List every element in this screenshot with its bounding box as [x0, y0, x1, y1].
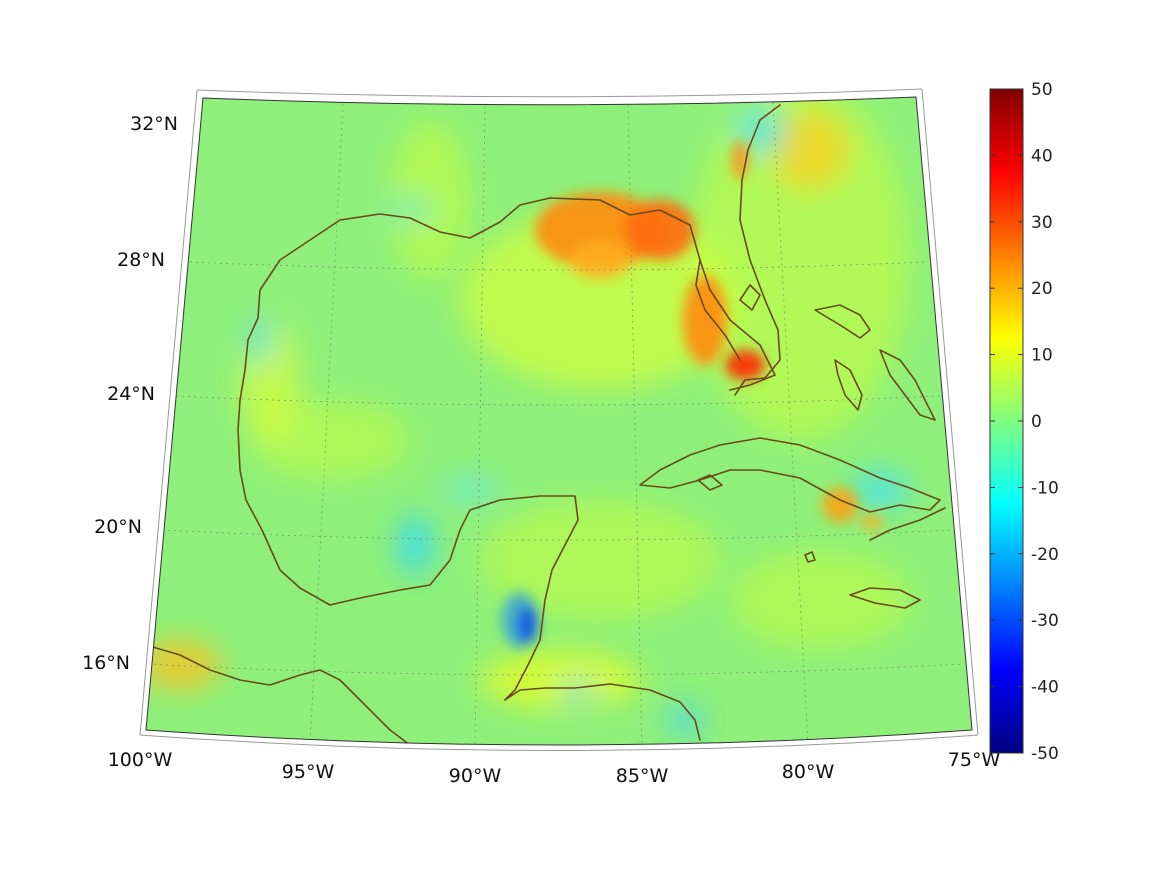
colorbar-tick-label: 30 [1031, 213, 1053, 233]
lat-label-28n: 28°N [117, 249, 165, 271]
colorbar-tick-label: 0 [1031, 412, 1042, 432]
colorbar-tick-label: -30 [1031, 611, 1059, 631]
colorbar-tick-label: -10 [1031, 478, 1059, 498]
lat-label-20n: 20°N [94, 516, 142, 538]
coastlines [146, 104, 946, 745]
lat-label-32n: 32°N [130, 113, 178, 135]
longitude-axis: 100°W 95°W 90°W 85°W 80°W 75°W [108, 749, 1001, 787]
lon-label-100w: 100°W [108, 749, 173, 771]
colorbar-tick-label: 50 [1031, 80, 1053, 100]
colorbar-tick-label: -40 [1031, 678, 1059, 698]
colorbar-tick-label: 10 [1031, 346, 1053, 366]
colorbar-tick-label: 20 [1031, 279, 1053, 299]
latitude-axis: 32°N 28°N 24°N 20°N 16°N [82, 113, 178, 674]
lon-label-85w: 85°W [616, 765, 669, 787]
map-frame [139, 88, 979, 751]
lon-label-90w: 90°W [449, 765, 502, 787]
colorbar-gradient [989, 88, 1024, 754]
lon-label-80w: 80°W [782, 761, 835, 783]
anomaly-field [146, 97, 910, 735]
anomaly-hotspots [502, 140, 884, 648]
lat-label-24n: 24°N [107, 383, 155, 405]
colorbar-tick-label: -20 [1031, 545, 1059, 565]
lat-label-16n: 16°N [82, 652, 130, 674]
map-domain [146, 97, 972, 745]
colorbar-ticks: 50 40 30 20 10 0 -10 -20 -30 -40 -50 [990, 80, 1059, 764]
lon-label-95w: 95°W [282, 761, 335, 783]
colorbar-tick-label: 40 [1031, 146, 1053, 166]
graticule [147, 101, 965, 745]
lon-label-75w: 75°W [948, 749, 1001, 771]
colorbar-tick-label: -50 [1031, 744, 1059, 764]
colorbar: 50 40 30 20 10 0 -10 -20 -30 -40 -50 [989, 80, 1059, 764]
